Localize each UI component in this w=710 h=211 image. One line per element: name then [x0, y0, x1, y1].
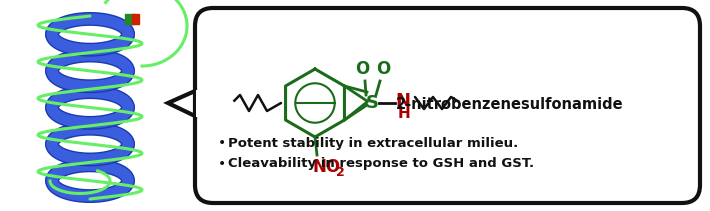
Text: •: • — [218, 136, 226, 150]
Text: 2: 2 — [336, 165, 345, 179]
Text: •: • — [218, 157, 226, 171]
Text: Potent stability in extracellular milieu.: Potent stability in extracellular milieu… — [228, 137, 518, 150]
Polygon shape — [196, 90, 207, 117]
Text: 2-nitrobenzenesulfonamide: 2-nitrobenzenesulfonamide — [396, 96, 624, 111]
Text: S: S — [366, 94, 378, 112]
Polygon shape — [168, 91, 195, 116]
Text: O: O — [376, 60, 390, 78]
Text: NO: NO — [312, 158, 340, 176]
Text: Cleavability in response to GSH and GST.: Cleavability in response to GSH and GST. — [228, 157, 534, 170]
FancyBboxPatch shape — [195, 8, 700, 203]
Text: H: H — [398, 106, 410, 120]
Bar — [132, 14, 139, 24]
Bar — [125, 14, 135, 24]
Text: O: O — [355, 60, 369, 78]
Text: N: N — [395, 92, 410, 110]
